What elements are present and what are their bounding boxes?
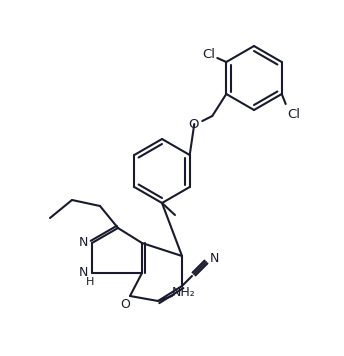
Text: O: O [188,119,198,131]
Text: Cl: Cl [202,48,215,62]
Text: Cl: Cl [287,109,300,121]
Text: N: N [209,251,219,265]
Text: H: H [86,277,94,287]
Text: N: N [78,267,88,279]
Text: N: N [78,236,88,250]
Text: NH₂: NH₂ [172,287,196,299]
Text: O: O [120,298,130,312]
